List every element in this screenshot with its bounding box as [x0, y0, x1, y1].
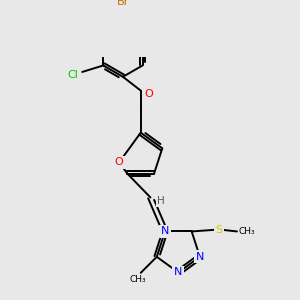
Text: N: N [196, 252, 204, 262]
Text: Br: Br [117, 0, 129, 7]
Text: CH₃: CH₃ [129, 275, 146, 284]
Text: N: N [161, 226, 169, 236]
Text: O: O [144, 89, 153, 99]
Text: O: O [115, 158, 124, 167]
Text: CH₃: CH₃ [238, 227, 255, 236]
Text: Cl: Cl [67, 70, 78, 80]
Text: N: N [174, 268, 182, 278]
Text: S: S [216, 225, 223, 235]
Text: H: H [157, 196, 165, 206]
